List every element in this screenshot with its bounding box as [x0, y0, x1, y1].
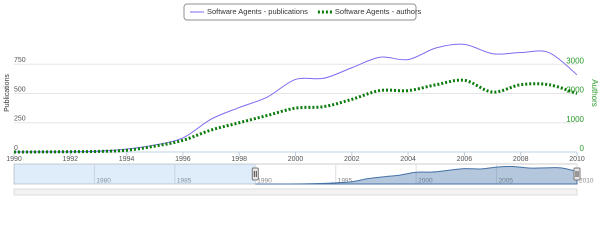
- x-tick-label: 1998: [231, 156, 247, 163]
- chart: Publications Authors 0 250 500 750 0 1000 2000…: [4, 3, 599, 196]
- navigator-tick-label: 2000: [418, 178, 433, 185]
- navigator-tick-label: 1995: [338, 178, 353, 185]
- navigator-tick-label: 1985: [177, 178, 192, 185]
- y2-axis-title: Authors: [590, 79, 599, 107]
- x-tick-label: 1990: [6, 156, 22, 163]
- x-tick-label: 1994: [119, 156, 135, 163]
- navigator-area: [255, 165, 578, 185]
- y-axis-title: Publications: [4, 74, 11, 112]
- handle-grip: [573, 167, 581, 181]
- navigator-tick-label: 2005: [499, 178, 514, 185]
- legend-label: Software Agents - authors: [335, 7, 422, 16]
- y-tick-label: 750: [14, 57, 26, 64]
- x-tick-label: 2008: [513, 156, 529, 163]
- x-tick-label: 1992: [63, 156, 79, 163]
- scrollbar[interactable]: [13, 188, 578, 196]
- navigator-tick-label: 1990: [257, 178, 272, 185]
- y-tick-label: 250: [14, 116, 26, 123]
- navigator-handle[interactable]: [251, 167, 259, 181]
- legend-label: Software Agents - publications: [207, 7, 308, 16]
- navigator-mask: [14, 164, 256, 184]
- x-tick-label: 2000: [288, 156, 304, 163]
- navigator-tick-label: 1980: [96, 178, 111, 185]
- x-tick-label: 2006: [457, 156, 473, 163]
- legend: Software Agents - publications Software A…: [183, 3, 422, 21]
- handle-grip: [251, 167, 259, 181]
- x-tick-label: 2004: [400, 156, 416, 163]
- navigator-tick-label: 2010: [579, 178, 594, 185]
- series-line: [13, 43, 578, 153]
- series-line: [13, 78, 578, 154]
- y-tick-label: 500: [14, 86, 26, 93]
- y2-tick-label: 1000: [566, 115, 584, 124]
- y2-tick-label: 0: [580, 144, 585, 153]
- legend-box: [183, 3, 417, 21]
- y2-tick-label: 2000: [566, 86, 584, 95]
- x-tick-label: 2002: [344, 156, 360, 163]
- y-tick-label: 0: [14, 145, 18, 152]
- navigator-handle[interactable]: [573, 167, 581, 181]
- x-tick-label: 2010: [569, 156, 585, 163]
- y2-tick-label: 3000: [566, 56, 584, 65]
- x-tick-label: 1996: [175, 156, 191, 163]
